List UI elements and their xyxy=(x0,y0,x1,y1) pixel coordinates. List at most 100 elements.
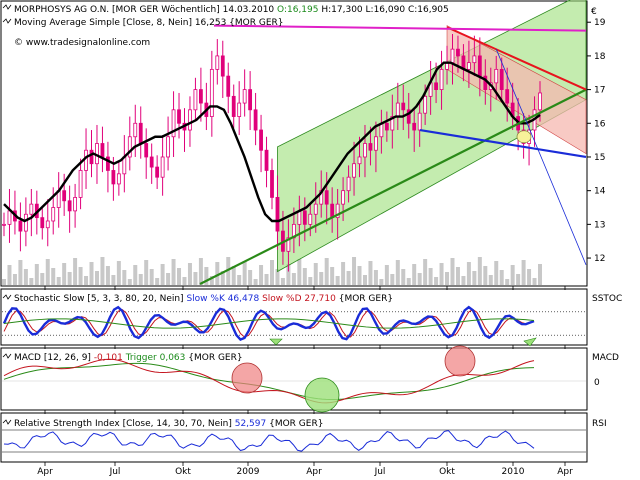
candle-body xyxy=(220,55,225,77)
volume-bar xyxy=(319,272,324,285)
series-icon xyxy=(2,353,12,359)
x-tick-label: Apr xyxy=(306,467,322,477)
volume-bar xyxy=(472,271,477,285)
candle-body xyxy=(242,89,247,104)
candle-body xyxy=(2,223,6,226)
volume-bar xyxy=(94,271,99,285)
header-title: MORPHOSYS AG O.N. [MOR GER Wöchentlich] … xyxy=(14,5,449,15)
volume-bar xyxy=(12,274,17,285)
volume-bar xyxy=(461,276,466,285)
volume-bar xyxy=(538,264,542,285)
candle-body xyxy=(395,102,400,117)
currency-symbol: € xyxy=(591,7,597,17)
red-trendline xyxy=(446,26,587,91)
y-tick-label: 12 xyxy=(594,254,605,264)
volume-bar xyxy=(510,265,515,285)
candle-body xyxy=(67,200,72,212)
axis-layer: 12 13 14 15 16 17 18 19 Apr Jul Okt 2009 Apr Jul Okt 20… xyxy=(37,18,606,477)
volume-bar xyxy=(373,270,378,285)
volume-bar xyxy=(133,265,138,285)
ma-legend: Moving Average Simple [Close, 8, Nein] 1… xyxy=(14,18,284,28)
y-tick-label: 19 xyxy=(594,18,606,28)
volume-bar xyxy=(2,279,6,285)
volume-bar xyxy=(428,268,433,285)
volume-bar xyxy=(34,264,39,285)
candle-body xyxy=(177,109,181,124)
candle-body xyxy=(209,68,214,117)
volume-bar xyxy=(352,257,357,285)
candle-body xyxy=(7,210,12,225)
volume-bar xyxy=(313,263,318,285)
candle-body xyxy=(406,109,411,124)
candle-body xyxy=(62,190,67,202)
stoch-signal-marker xyxy=(523,337,537,347)
volume-bar xyxy=(275,269,280,285)
candle-body xyxy=(352,163,356,178)
candle-body xyxy=(264,149,269,171)
candle-body xyxy=(155,166,160,178)
volume-bar xyxy=(280,278,285,285)
candle-body xyxy=(78,170,83,198)
volume-bar xyxy=(111,275,116,285)
candle-body xyxy=(297,210,302,225)
stoch-signal-marker xyxy=(269,338,283,346)
volume-bar xyxy=(390,274,395,285)
candle-body xyxy=(335,203,340,219)
volume-bar xyxy=(51,268,56,285)
candle-body xyxy=(417,112,422,131)
volume-bar xyxy=(406,278,411,285)
volume-bar xyxy=(215,262,220,285)
candle-body xyxy=(286,237,291,252)
macd-side-label: MACD xyxy=(592,353,619,363)
volume-bar xyxy=(237,275,242,285)
candle-body xyxy=(499,68,504,90)
candle-body xyxy=(450,48,455,64)
y-tick-label: 13 xyxy=(594,220,605,230)
candle-body xyxy=(231,95,236,117)
volume-bar xyxy=(434,277,439,285)
volume-bar xyxy=(171,259,176,285)
volume-bar xyxy=(505,279,510,285)
stoch-k-line xyxy=(2,305,535,342)
volume-bar xyxy=(368,261,373,285)
volume-bar xyxy=(177,268,182,285)
volume-bar xyxy=(477,257,482,285)
volume-bar xyxy=(198,258,203,285)
stoch-d-line xyxy=(3,308,535,338)
candle-body xyxy=(166,136,170,158)
macd-line xyxy=(3,358,535,404)
candle-body xyxy=(423,95,428,114)
volume-bar xyxy=(357,266,362,285)
candle-body xyxy=(390,116,395,131)
candle-body xyxy=(313,203,318,215)
candle-body xyxy=(466,62,471,70)
candle-body xyxy=(494,68,499,84)
volume-bar xyxy=(330,267,335,285)
candle-body xyxy=(171,109,176,138)
volume-bar xyxy=(160,264,165,285)
macd-zero-tick: 0 xyxy=(594,378,600,388)
candle-body xyxy=(23,213,28,232)
stoch-layer xyxy=(2,305,586,347)
rsi-legend: Relative Strength Index [Close, 14, 30, … xyxy=(14,419,323,429)
candle-body xyxy=(45,220,50,229)
volume-bar xyxy=(18,260,23,285)
volume-bar xyxy=(166,273,171,285)
candle-body xyxy=(434,82,438,90)
blue-trendline xyxy=(419,128,587,159)
macd-layer xyxy=(2,345,586,413)
price-layer xyxy=(2,0,587,285)
volume-bar xyxy=(56,277,61,285)
candle-body xyxy=(51,207,56,222)
volume-bar xyxy=(193,272,198,285)
volume-bar xyxy=(455,267,460,285)
volume-bar xyxy=(423,259,428,285)
macd-panel-frame xyxy=(0,347,588,411)
volume-bar xyxy=(89,262,94,285)
candle-body xyxy=(505,89,510,104)
y-tick-label: 18 xyxy=(594,52,606,62)
volume-bar xyxy=(45,259,50,285)
candle-body xyxy=(106,156,110,171)
volume-bar xyxy=(308,277,313,285)
